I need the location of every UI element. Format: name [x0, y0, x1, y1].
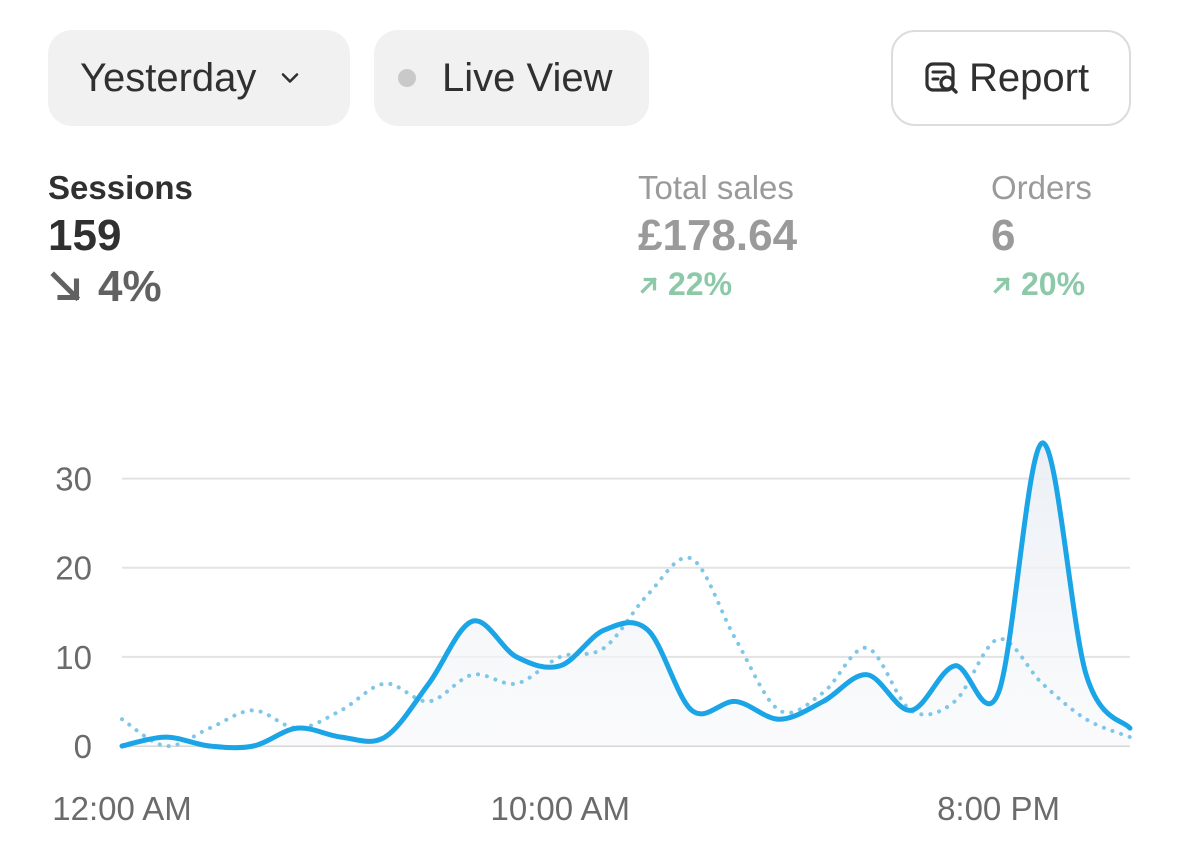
x-tick-label: 10:00 AM — [491, 790, 630, 827]
status-dot-icon — [398, 69, 416, 87]
arrow-down-right-icon — [50, 271, 81, 302]
total-sales-label: Total sales — [638, 169, 794, 206]
date-range-selector[interactable]: Yesterday — [48, 30, 350, 126]
sessions-metric[interactable]: Sessions 159 4% — [48, 168, 193, 312]
report-label: Report — [969, 55, 1090, 100]
live-view-button[interactable]: Live View — [374, 30, 649, 126]
arrow-up-right-icon — [993, 276, 1010, 294]
sessions-change-value: 4% — [98, 262, 162, 311]
x-tick-label: 8:00 PM — [937, 790, 1060, 827]
arrow-up-right-icon — [640, 276, 657, 294]
orders-change: 20% — [991, 266, 1092, 303]
date-range-label: Yesterday — [80, 55, 257, 100]
y-tick-label: 30 — [55, 461, 92, 498]
live-view-label: Live View — [442, 55, 613, 100]
series-area — [122, 442, 1130, 748]
orders-change-value: 20% — [1021, 266, 1086, 302]
sessions-value: 159 — [48, 211, 122, 260]
x-tick-label: 12:00 AM — [52, 790, 191, 827]
y-tick-label: 20 — [55, 550, 92, 587]
total-sales-metric[interactable]: Total sales £178.64 22% — [638, 168, 797, 303]
orders-metric[interactable]: Orders 6 20% — [991, 168, 1092, 303]
y-tick-label: 10 — [55, 639, 92, 676]
sessions-line-chart: 0 10 20 30 12:00 AM 10:00 AM 8:00 PM — [52, 440, 1133, 827]
chevron-down-icon — [276, 63, 306, 93]
current-series-line — [119, 440, 1133, 751]
orders-label: Orders — [991, 169, 1092, 206]
total-sales-change-value: 22% — [668, 266, 733, 302]
y-tick-label: 0 — [74, 728, 92, 765]
total-sales-change: 22% — [638, 266, 797, 303]
report-search-icon — [923, 58, 963, 98]
report-button[interactable]: Report — [891, 30, 1131, 126]
orders-value: 6 — [991, 211, 1016, 260]
sessions-change: 4% — [48, 262, 193, 312]
sessions-label: Sessions — [48, 169, 193, 206]
total-sales-value: £178.64 — [638, 211, 798, 260]
